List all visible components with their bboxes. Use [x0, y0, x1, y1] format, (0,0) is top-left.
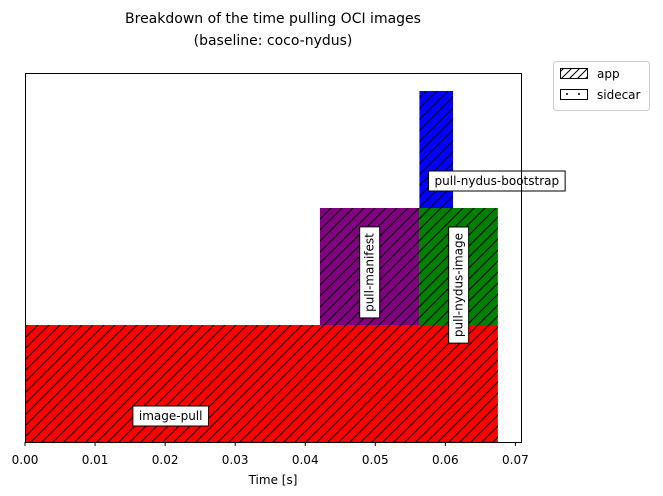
span-label-pull-nydus-bootstrap: pull-nydus-bootstrap [428, 170, 566, 192]
x-tick-label: 0.06 [432, 453, 459, 467]
span-label-box-pull-nydus-bootstrap [428, 170, 566, 192]
span-hatch-image-pull [25, 325, 498, 442]
span-label-text-pull-manifest: pull-manifest [363, 233, 377, 312]
x-tick-label: 0.07 [502, 453, 529, 467]
span-label-text-pull-nydus-bootstrap: pull-nydus-bootstrap [435, 174, 560, 188]
chart-title: Breakdown of the time pulling OCI images [125, 11, 421, 27]
x-tick-label: 0.04 [292, 453, 319, 467]
legend: app sidecar [553, 61, 650, 111]
x-tick-label: 0.00 [12, 453, 39, 467]
legend-swatch-app [560, 68, 588, 79]
legend-label-sidecar: sidecar [597, 88, 641, 102]
span-label-box-pull-nydus-image [448, 226, 470, 344]
x-axis-label: Time [s] [248, 473, 298, 487]
plot-frame [25, 73, 522, 443]
span-labels: image-pull pull-manifest pull-nydus-image p… [132, 170, 566, 427]
legend-label-app: app [597, 67, 620, 81]
span-label-text-image-pull: image-pull [139, 409, 203, 423]
x-tick-label: 0.05 [362, 453, 389, 467]
x-axis-ticks: 0.00 0.01 0.02 0.03 0.04 0.05 0.06 0.07 [12, 442, 529, 467]
x-tick-label: 0.01 [82, 453, 109, 467]
x-tick-label: 0.03 [222, 453, 249, 467]
span-label-pull-manifest: pull-manifest [359, 226, 381, 319]
span-label-box-image-pull [132, 405, 209, 427]
chart-subtitle: (baseline: coco-nydus) [194, 33, 353, 49]
span-label-pull-nydus-image: pull-nydus-image [448, 226, 470, 344]
span-label-image-pull: image-pull [132, 405, 209, 427]
span-label-text-pull-nydus-image: pull-nydus-image [452, 233, 466, 337]
legend-swatch-sidecar [560, 89, 588, 100]
spans-layer [25, 91, 498, 442]
x-tick-label: 0.02 [152, 453, 179, 467]
span-label-box-pull-manifest [359, 226, 381, 319]
